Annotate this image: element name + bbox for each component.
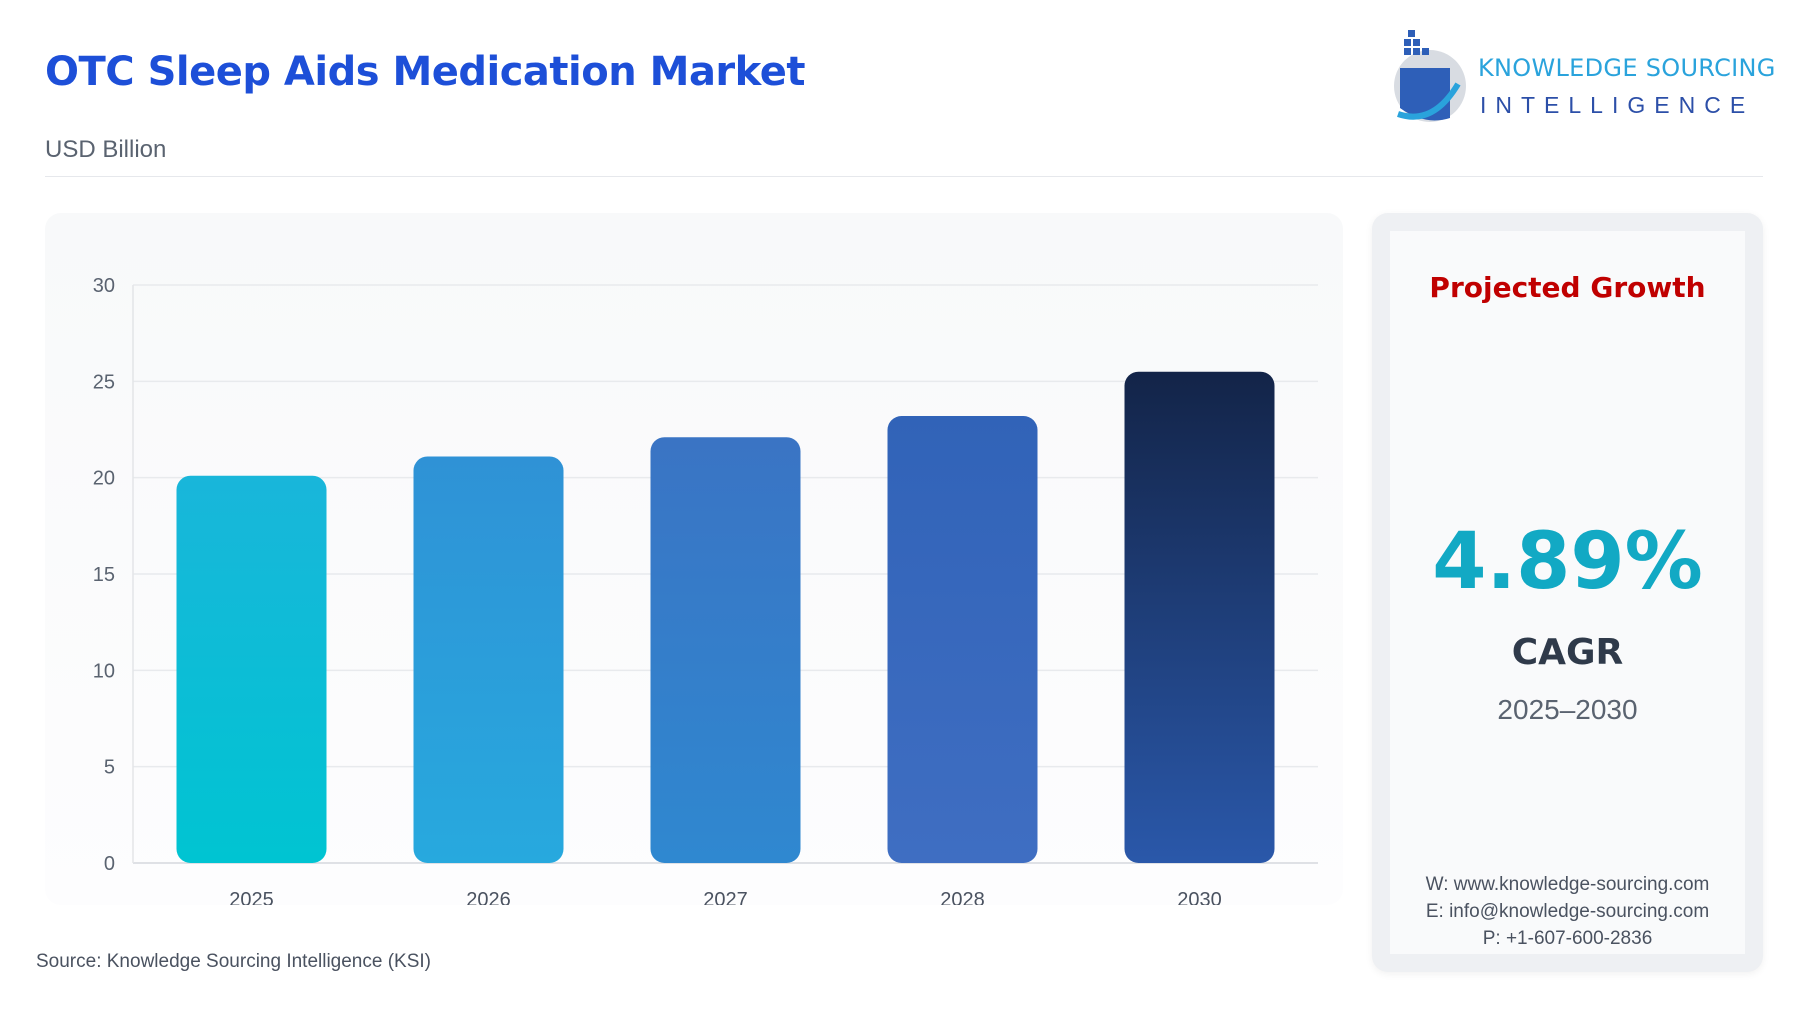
- logo-emblem-icon: [1394, 30, 1466, 122]
- y-tick-label: 10: [93, 660, 115, 682]
- page-title: OTC Sleep Aids Medication Market: [45, 49, 805, 95]
- bar-2025: [176, 475, 327, 863]
- y-tick-label: 25: [93, 371, 115, 393]
- cagr-period: 2025–2030: [1497, 694, 1638, 725]
- bar-2030: [1124, 371, 1275, 863]
- x-tick-label: 2030: [1177, 889, 1222, 905]
- chart-card: 0 5 10 15 20 25 30 2025 2026 2027 2028 2030: [45, 213, 1343, 905]
- x-tick-label: 2026: [466, 889, 511, 905]
- y-tick-label: 20: [93, 468, 115, 490]
- growth-card: Projected Growth 4.89% CAGR 2025–2030 W:…: [1372, 213, 1763, 972]
- y-tick-label: 0: [104, 853, 115, 875]
- contact-info: W: www.knowledge-sourcing.com E: info@kn…: [1390, 871, 1745, 952]
- bar-2028: [887, 416, 1038, 863]
- x-tick-label: 2025: [229, 889, 274, 905]
- divider: [45, 176, 1763, 177]
- unit-subtitle: USD Billion: [45, 136, 167, 163]
- bar-2026: [413, 456, 564, 863]
- contact-email[interactable]: E: info@knowledge-sourcing.com: [1425, 901, 1710, 922]
- contact-phone: P: +1-607-600-2836: [1482, 928, 1653, 949]
- source-note: Source: Knowledge Sourcing Intelligence …: [36, 951, 432, 972]
- ksi-logo: KNOWLEDGE SOURCING INTELLIGENCE: [1390, 20, 1790, 130]
- logo-text-line2: INTELLIGENCE: [1480, 92, 1755, 118]
- x-tick-label: 2028: [940, 889, 985, 905]
- cagr-value: 4.89%: [1432, 517, 1703, 607]
- x-tick-label: 2027: [703, 889, 748, 905]
- logo-text-line1: KNOWLEDGE SOURCING: [1478, 54, 1776, 82]
- bar-2027: [650, 437, 801, 863]
- cagr-label: CAGR: [1511, 632, 1624, 673]
- contact-web[interactable]: W: www.knowledge-sourcing.com: [1425, 874, 1710, 895]
- y-tick-label: 30: [93, 275, 115, 297]
- y-tick-label: 5: [104, 757, 115, 779]
- growth-heading: Projected Growth: [1429, 271, 1706, 304]
- y-tick-label: 15: [93, 564, 115, 586]
